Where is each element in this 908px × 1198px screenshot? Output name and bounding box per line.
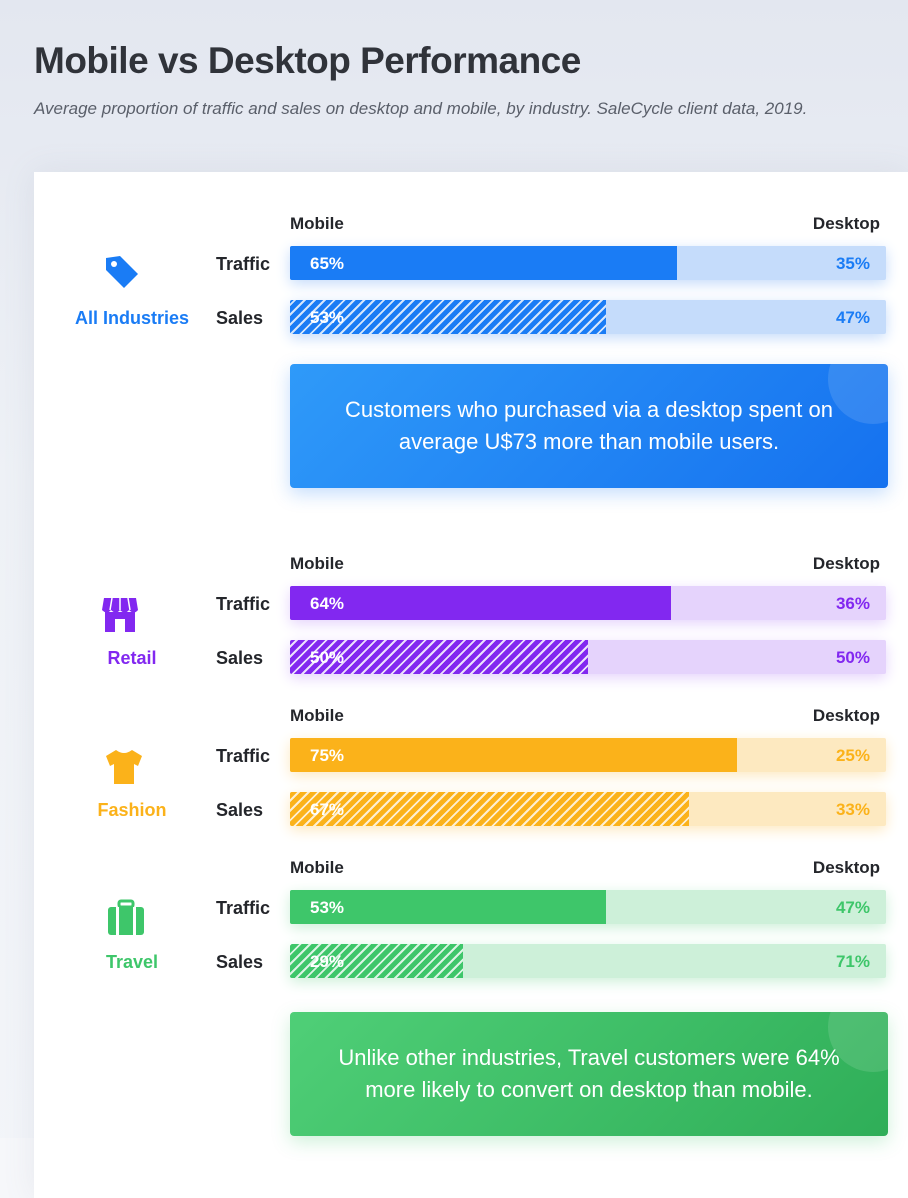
column-header-mobile: Mobile [290, 554, 344, 573]
bar-label-mobile: 50% [310, 648, 345, 667]
bar-fill-mobile [290, 246, 678, 280]
bar-traffic-travel: 53% 47% [290, 890, 886, 924]
bar-label-mobile: 67% [310, 800, 345, 819]
bar-label-desktop: 36% [835, 594, 870, 613]
row-label-sales: Sales [216, 952, 264, 972]
bar-traffic-retail: 64% 36% [290, 586, 886, 620]
column-header-mobile: Mobile [290, 858, 344, 877]
callout-travel: Unlike other industries, Travel customer… [290, 1012, 888, 1136]
bar-sales-all: 53% 47% [290, 300, 886, 334]
bar-fill-mobile [290, 792, 690, 826]
bar-fill-mobile [290, 738, 737, 772]
storefront-icon [102, 597, 138, 632]
industry-label-all: All Industries [74, 308, 190, 328]
industry-label-fashion: Fashion [97, 800, 167, 820]
callout-text: Customers who purchased via a desktop sp… [345, 397, 833, 454]
callout-text: Unlike other industries, Travel customer… [338, 1045, 840, 1102]
column-header-mobile: Mobile [290, 214, 344, 233]
bar-fill-mobile [290, 944, 463, 978]
row-label-sales: Sales [216, 648, 264, 668]
page-subtitle: Average proportion of traffic and sales … [34, 99, 808, 118]
bar-label-mobile: 29% [310, 952, 345, 971]
bar-label-desktop: 47% [835, 308, 870, 327]
chart-card: Mobile Desktop All Industries Traffic Sa… [34, 172, 908, 1198]
row-label-traffic: Traffic [216, 898, 271, 918]
industry-label-retail: Retail [107, 648, 157, 668]
bar-label-mobile: 65% [310, 254, 345, 273]
column-header-desktop: Desktop [812, 554, 880, 573]
column-header-desktop: Desktop [812, 858, 880, 877]
bar-label-mobile: 53% [310, 308, 345, 327]
industry-label-travel: Travel [105, 952, 159, 972]
page-title: Mobile vs Desktop Performance [34, 40, 581, 81]
suitcase-icon [108, 899, 144, 935]
bar-traffic-fashion: 75% 25% [290, 738, 886, 772]
column-header-desktop: Desktop [812, 214, 880, 233]
callout-all-industries: Customers who purchased via a desktop sp… [290, 364, 888, 488]
bar-fill-mobile [290, 640, 588, 674]
bar-label-desktop: 47% [835, 898, 870, 917]
bar-label-desktop: 71% [835, 952, 870, 971]
bar-sales-fashion: 67% 33% [290, 792, 886, 826]
column-header-mobile: Mobile [290, 706, 344, 725]
bar-label-desktop: 50% [835, 648, 870, 667]
bar-fill-mobile [290, 300, 606, 334]
row-label-traffic: Traffic [216, 254, 271, 274]
bar-label-desktop: 33% [835, 800, 870, 819]
bar-sales-travel: 29% 71% [290, 944, 886, 978]
bar-label-desktop: 35% [835, 254, 870, 273]
bar-label-mobile: 53% [310, 898, 345, 917]
column-header-desktop: Desktop [812, 706, 880, 725]
bar-fill-mobile [290, 586, 672, 620]
row-label-sales: Sales [216, 308, 264, 328]
bar-label-mobile: 64% [310, 594, 345, 613]
bar-fill-mobile [290, 890, 606, 924]
bar-label-mobile: 75% [310, 746, 345, 765]
t-shirt-icon [106, 750, 142, 784]
bar-sales-retail: 50% 50% [290, 640, 886, 674]
price-tag-icon [106, 256, 138, 288]
row-label-traffic: Traffic [216, 746, 271, 766]
bottom-strip [0, 1138, 34, 1198]
bar-label-desktop: 25% [835, 746, 870, 765]
row-label-sales: Sales [216, 800, 264, 820]
bar-traffic-all: 65% 35% [290, 246, 886, 280]
row-label-traffic: Traffic [216, 594, 271, 614]
